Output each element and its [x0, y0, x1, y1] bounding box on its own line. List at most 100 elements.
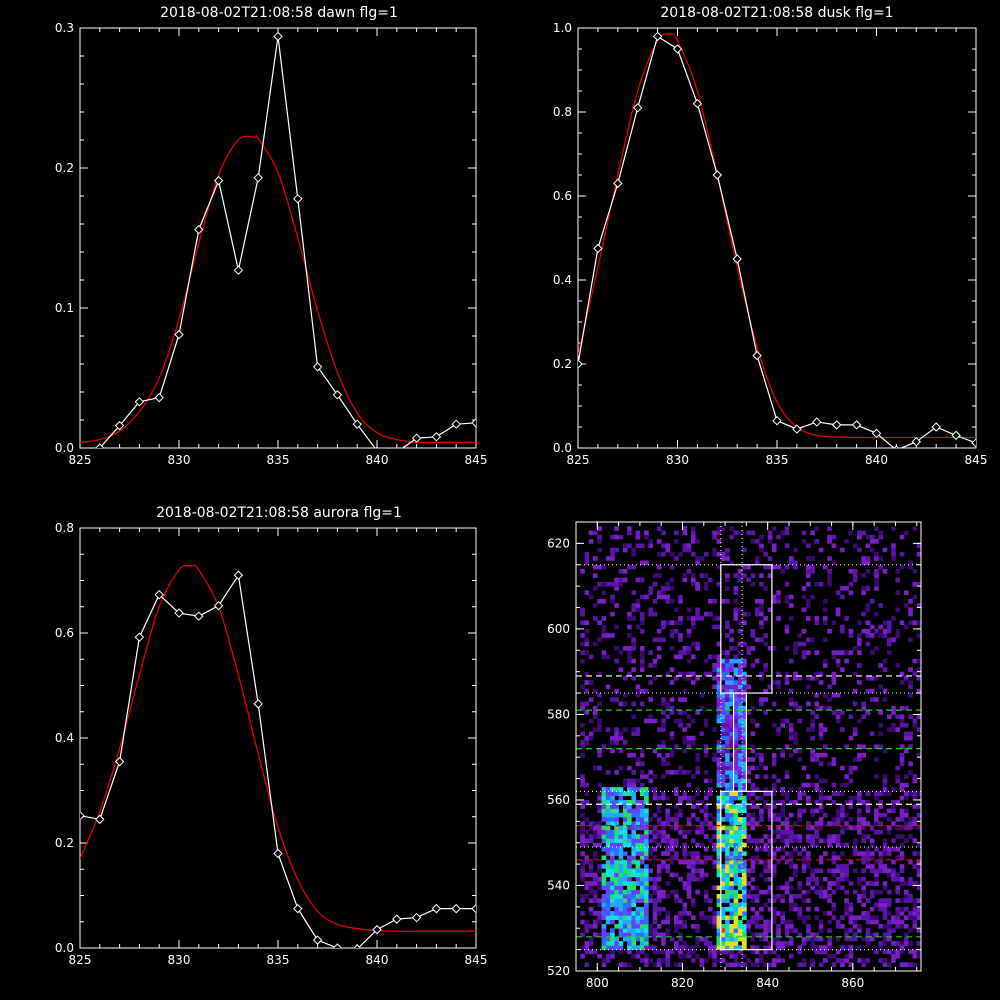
heatmap-cell: [674, 928, 679, 933]
heatmap-cell: [733, 770, 739, 775]
heatmap-cell: [678, 633, 683, 638]
heatmap-cell: [899, 919, 905, 925]
heatmap-cell: [580, 731, 585, 737]
heatmap-cell: [635, 804, 641, 809]
heatmap-cell: [729, 906, 734, 912]
heatmap-cell: [899, 723, 905, 728]
heatmap-cell: [899, 744, 905, 749]
heatmap-cell: [882, 932, 888, 938]
heatmap-cell: [865, 864, 871, 869]
heatmap-cell: [622, 693, 628, 698]
heatmap-cell: [789, 919, 794, 925]
heatmap-cell: [614, 731, 619, 737]
heatmap-cell: [605, 851, 611, 856]
heatmap-cell: [720, 864, 726, 869]
heatmap-cell: [891, 868, 896, 873]
heatmap-cell: [916, 898, 922, 903]
heatmap-cell: [865, 928, 871, 933]
heatmap-cell: [840, 876, 845, 882]
heatmap-cell: [912, 924, 918, 929]
heatmap-cell: [827, 928, 832, 933]
heatmap-cell: [656, 932, 662, 938]
heatmap-cell: [823, 876, 828, 882]
heatmap-cell: [865, 675, 871, 681]
heatmap-cell: [908, 911, 913, 916]
heatmap-cell: [614, 889, 619, 895]
heatmap-cell: [716, 624, 722, 630]
heatmap-cell: [729, 701, 734, 707]
aurora-observed-point: [114, 756, 125, 767]
heatmap-cell: [691, 740, 696, 745]
heatmap-cell: [622, 872, 628, 878]
heatmap-cell: [857, 808, 862, 814]
heatmap-cell: [750, 864, 756, 869]
heatmap-cell: [789, 800, 794, 805]
heatmap-cell: [644, 911, 649, 916]
heatmap-cell: [771, 757, 777, 762]
heatmap-cell: [669, 577, 675, 583]
heatmap-cell: [780, 791, 785, 796]
heatmap-cell: [614, 915, 619, 920]
dusk-xtick-label: 830: [666, 453, 689, 467]
heatmap-cell: [669, 586, 675, 591]
heatmap-cell: [691, 680, 696, 685]
heatmap-cell: [780, 748, 785, 754]
heatmap-cell: [733, 607, 739, 613]
heatmap-cell: [720, 791, 726, 796]
heatmap-cell: [665, 894, 670, 899]
heatmap-cell: [712, 551, 717, 557]
heatmap-cell: [648, 945, 653, 950]
heatmap-cell: [665, 770, 670, 775]
heatmap-cell: [759, 757, 764, 762]
heatmap-cell: [618, 791, 624, 796]
heatmap-cell: [733, 727, 739, 732]
heatmap-cell: [627, 864, 632, 869]
heatmap-cell: [644, 800, 649, 805]
heatmap-cell: [597, 804, 602, 809]
aurora-xtick-label: 835: [267, 953, 290, 967]
heatmap-cell: [742, 547, 747, 553]
heatmap-cell: [882, 667, 888, 672]
heatmap-cell: [810, 838, 815, 843]
heatmap-cell: [823, 894, 828, 899]
heatmap-cell: [912, 569, 918, 574]
heatmap-cell: [614, 868, 619, 873]
heatmap-cell: [716, 829, 722, 835]
heatmap-cell: [614, 791, 619, 796]
heatmap-cell: [780, 752, 785, 758]
heatmap-cell: [861, 958, 866, 963]
heatmap-cell: [703, 718, 709, 724]
heatmap-cell: [742, 800, 747, 805]
heatmap-cell: [631, 932, 636, 938]
heatmap-cell: [729, 787, 734, 792]
heatmap-cell: [733, 804, 739, 809]
heatmap-cell: [669, 697, 675, 702]
heatmap-cell: [729, 714, 734, 719]
heatmap-cell: [814, 906, 820, 912]
heatmap-cell: [904, 838, 909, 843]
heatmap-cell: [618, 945, 624, 950]
heatmap-cell: [733, 693, 739, 698]
heatmap-cell: [639, 663, 645, 668]
heatmap-cell: [763, 868, 768, 873]
heatmap-cell: [882, 628, 888, 634]
heatmap-cell: [597, 718, 602, 724]
heatmap-cell: [691, 735, 696, 741]
heatmap-cell: [644, 945, 649, 950]
heatmap-cell: [776, 847, 781, 852]
heatmap-cell: [682, 526, 688, 531]
heatmap-cell: [848, 804, 854, 809]
heatmap-cell: [848, 735, 854, 741]
dawn-observed-point: [95, 443, 105, 448]
heatmap-cell: [882, 688, 888, 694]
heatmap-cell: [644, 868, 649, 873]
heatmap-cell: [912, 953, 918, 959]
heatmap-cell: [895, 915, 900, 920]
heatmap-cell: [840, 727, 845, 732]
dawn-observed-point: [114, 420, 125, 431]
heatmap-cell: [605, 915, 611, 920]
heatmap-cell: [729, 778, 734, 784]
heatmap-cell: [754, 949, 760, 955]
heatmap-cell: [699, 958, 705, 963]
aurora-observed-point: [95, 814, 105, 825]
